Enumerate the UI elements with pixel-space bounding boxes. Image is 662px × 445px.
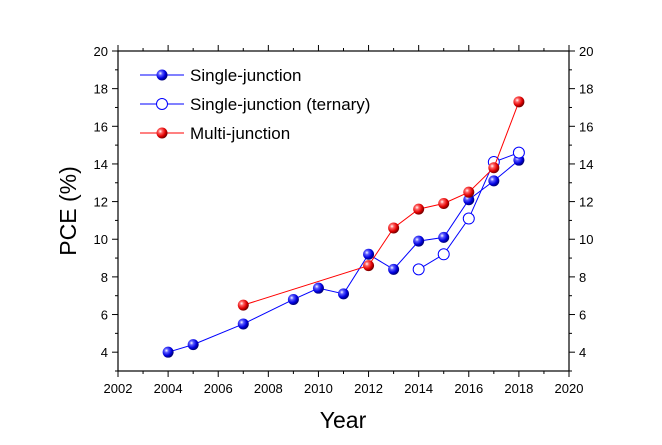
- y-tick-label-left: 8: [101, 270, 108, 285]
- x-tick-label: 2004: [154, 381, 183, 396]
- data-point-single-junction: [363, 248, 375, 260]
- x-tick-label: 2010: [304, 381, 333, 396]
- x-tick-label: 2020: [555, 381, 584, 396]
- data-point-single-junction-ternary: [462, 212, 475, 225]
- legend-label-multi-junction: Multi-junction: [190, 124, 290, 143]
- data-point-single-junction-ternary: [437, 248, 450, 261]
- axis-ticks: [112, 45, 575, 377]
- legend-entry-single-junction: Single-junction: [140, 66, 302, 85]
- data-point-multi-junction: [513, 96, 525, 108]
- data-point-multi-junction: [463, 186, 475, 198]
- x-tick-label: 2002: [104, 381, 133, 396]
- legend-marker-multi-junction: [156, 127, 168, 139]
- legend-label-single-junction-ternary: Single-junction (ternary): [190, 95, 370, 114]
- legend-marker-single-junction: [156, 69, 168, 81]
- x-tick-label: 2014: [404, 381, 433, 396]
- data-point-multi-junction: [438, 197, 450, 209]
- data-point-single-junction: [388, 263, 400, 275]
- data-point-single-junction: [463, 194, 475, 206]
- data-point-multi-junction: [363, 260, 375, 272]
- y-tick-label-right: 10: [579, 232, 593, 247]
- y-tick-label-left: 4: [101, 345, 108, 360]
- y-tick-label-left: 10: [94, 232, 108, 247]
- data-point-single-junction: [438, 231, 450, 243]
- legend-entry-multi-junction: Multi-junction: [140, 124, 290, 143]
- y-tick-label-right: 8: [579, 270, 586, 285]
- data-point-multi-junction: [237, 299, 249, 311]
- y-tick-label-right: 6: [579, 308, 586, 323]
- y-tick-label-left: 12: [94, 195, 108, 210]
- legend-entry-single-junction-ternary: Single-junction (ternary): [140, 95, 370, 114]
- y-tick-label-right: 18: [579, 82, 593, 97]
- series-line-multi-junction: [243, 101, 520, 306]
- x-tick-label: 2008: [254, 381, 283, 396]
- y-axis-title: PCE (%): [55, 166, 81, 255]
- y-tick-label-left: 18: [94, 82, 108, 97]
- data-point-single-junction: [413, 235, 425, 247]
- data-point-single-junction-ternary: [512, 146, 525, 159]
- data-point-single-junction-ternary: [412, 263, 425, 276]
- y-tick-label-right: 12: [579, 195, 593, 210]
- x-tick-label: 2018: [504, 381, 533, 396]
- series-multi-junction: [237, 96, 525, 311]
- legend: Single-junction Single-junction (ternary…: [140, 66, 370, 143]
- y-tick-label-right: 20: [579, 44, 593, 59]
- series-single-junction: [162, 154, 525, 358]
- axis-tick-labels: 2002 2004 2006 2008 2010 2012 2014 2016 2018 2020…: [94, 44, 594, 396]
- y-tick-label-left: 6: [101, 308, 108, 323]
- legend-label-single-junction: Single-junction: [190, 66, 302, 85]
- y-tick-label-right: 14: [579, 157, 593, 172]
- data-point-single-junction: [287, 293, 299, 305]
- data-point-multi-junction: [388, 222, 400, 234]
- series-line-single-junction-ternary: [418, 152, 520, 270]
- x-axis-title: Year: [320, 407, 367, 433]
- data-point-single-junction: [187, 339, 199, 351]
- data-point-multi-junction: [488, 162, 500, 174]
- y-tick-label-right: 16: [579, 119, 593, 134]
- y-tick-label-left: 16: [94, 119, 108, 134]
- data-point-single-junction: [488, 175, 500, 187]
- data-point-single-junction: [338, 288, 349, 300]
- series-single-junction-ternary: [412, 146, 525, 276]
- x-tick-label: 2016: [454, 381, 483, 396]
- series-layer: [162, 96, 525, 358]
- y-tick-label-right: 4: [579, 345, 586, 360]
- y-tick-label-left: 14: [94, 157, 108, 172]
- legend-marker-single-junction-ternary: [156, 98, 168, 110]
- x-tick-label: 2006: [204, 381, 233, 396]
- data-point-single-junction: [237, 318, 249, 330]
- data-point-multi-junction: [413, 203, 425, 215]
- y-tick-label-left: 20: [94, 44, 108, 59]
- x-tick-label: 2012: [354, 381, 383, 396]
- data-point-single-junction: [162, 346, 174, 358]
- data-point-single-junction: [312, 282, 324, 294]
